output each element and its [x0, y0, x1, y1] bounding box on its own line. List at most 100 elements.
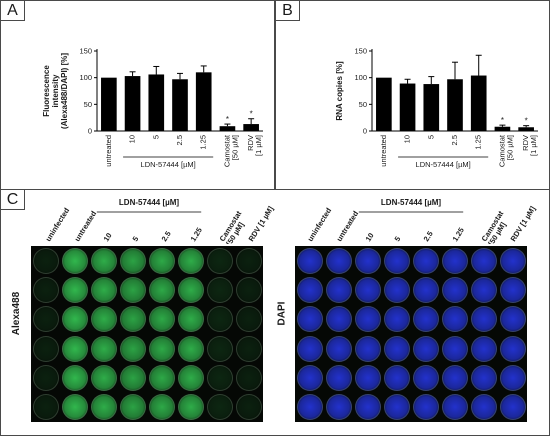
dapi-well [354, 335, 381, 362]
left-column-header-line: 1.25 [189, 226, 204, 243]
alexa488-well [90, 306, 117, 333]
b-ytick-label: 0 [363, 127, 367, 136]
dapi-well [499, 306, 526, 333]
alexa488-well [177, 306, 204, 333]
left-column-header-line: 5 [131, 235, 141, 243]
alexa488-well [32, 247, 59, 274]
b-category-line: [50 µM] [505, 135, 514, 160]
a-ylabel: Fluorescence intensity (Alexa488/DAPI) [%] [42, 53, 69, 129]
a-bar [148, 74, 165, 131]
b-ylabel-line: RNA copies [%] [335, 61, 344, 121]
b-bar [447, 79, 463, 131]
alexa488-well [61, 247, 88, 274]
dapi-well [354, 247, 381, 274]
alexa488-well [206, 335, 233, 362]
a-bar [101, 77, 117, 131]
alexa488-well [90, 277, 117, 303]
b-bar [423, 84, 440, 131]
dapi-well [296, 335, 323, 362]
panel-label-b: B [276, 1, 300, 21]
b-bar [494, 126, 511, 131]
plate-dapi [295, 246, 527, 422]
alexa488-well [206, 306, 233, 333]
dapi-well [412, 247, 439, 274]
alexa488-well [148, 335, 175, 362]
panel-label-a: A [1, 1, 25, 21]
alexa488-well [119, 306, 146, 333]
alexa488-well [90, 365, 117, 391]
alexa488-well [61, 394, 88, 421]
dapi-well [470, 306, 497, 333]
b-category-line: 5 [426, 135, 435, 139]
alexa488-well [119, 277, 146, 303]
a-category-label: 1.25 [199, 135, 208, 150]
b-bar [376, 77, 392, 131]
right-column-header-line: 10 [364, 231, 376, 243]
plate-headers-left: uninfected untreated 10 5 2.5 1.25 Camostat[50… [44, 198, 276, 244]
left-column-header-line: uninfected [44, 206, 72, 243]
a-category-line: [50 µM] [230, 135, 239, 160]
dapi-well [325, 394, 352, 421]
alexa488-well [119, 247, 146, 274]
a-category-label: 5 [151, 135, 160, 139]
alexa488-well [119, 335, 146, 362]
right-column-header-line: 2.5 [422, 229, 435, 243]
right-column-header: 10 [364, 231, 376, 243]
b-category-line: RDV [521, 135, 530, 151]
b-category-label: RDV [1 µM] [521, 135, 538, 156]
dapi-well [383, 306, 410, 333]
alexa488-well [61, 277, 88, 303]
b-category-label: 5 [426, 135, 435, 139]
dapi-well [296, 306, 323, 333]
alexa488-well [61, 365, 88, 391]
alexa488-well [206, 247, 233, 274]
dapi-well [499, 277, 526, 303]
b-category-line: 1.25 [474, 135, 483, 150]
alexa488-well [90, 335, 117, 362]
a-category-label: 10 [128, 135, 137, 143]
left-column-header: 1.25 [189, 226, 204, 243]
alexa488-well [235, 365, 262, 391]
alexa488-well [90, 247, 117, 274]
left-column-header-line: untreated [73, 209, 99, 243]
dapi-well [325, 277, 352, 303]
alexa488-well [61, 335, 88, 362]
a-category-line: 1.25 [199, 135, 208, 150]
left-column-header: uninfected [44, 206, 72, 243]
dapi-well [470, 365, 497, 391]
a-ytick-label: 50 [84, 100, 92, 109]
right-column-header: uninfected [306, 206, 334, 243]
dapi-well [499, 335, 526, 362]
a-group-label: LDN-57444 [µM] [141, 160, 196, 169]
a-category-label: 2.5 [175, 135, 184, 145]
alexa488-well [32, 306, 59, 333]
alexa488-well [235, 394, 262, 421]
left-column-header-line: 10 [102, 231, 114, 243]
dapi-well [325, 365, 352, 391]
left-column-header: RDV [1 µM] [247, 204, 276, 243]
a-category-line: [1 µM] [254, 135, 263, 156]
b-ytick-label: 50 [359, 100, 367, 109]
right-column-header: 5 [393, 235, 403, 243]
left-column-header-line: RDV [1 µM] [247, 204, 276, 243]
dapi-well [441, 394, 468, 421]
dapi-well [499, 394, 526, 421]
alexa488-well [206, 365, 233, 391]
alexa488-well [177, 365, 204, 391]
alexa488-well [235, 247, 262, 274]
alexa488-well [177, 394, 204, 421]
alexa488-well [177, 277, 204, 303]
a-bar [243, 124, 259, 131]
dapi-well [296, 394, 323, 421]
a-ytick-label: 150 [79, 47, 92, 56]
right-column-header-line: 5 [393, 235, 403, 243]
alexa488-well [235, 277, 262, 303]
left-column-header: 5 [131, 235, 141, 243]
right-column-header: 1.25 [451, 226, 466, 243]
a-ylabel-line: intensity [51, 74, 60, 107]
plate-headers-right: uninfected untreated 10 5 2.5 1.25 Camostat[50… [306, 198, 538, 244]
a-ylabel-line: Fluorescence [42, 65, 51, 117]
alexa488-well [206, 277, 233, 303]
right-column-header-line: RDV [1 µM] [509, 204, 538, 243]
alexa488-well [32, 277, 59, 303]
